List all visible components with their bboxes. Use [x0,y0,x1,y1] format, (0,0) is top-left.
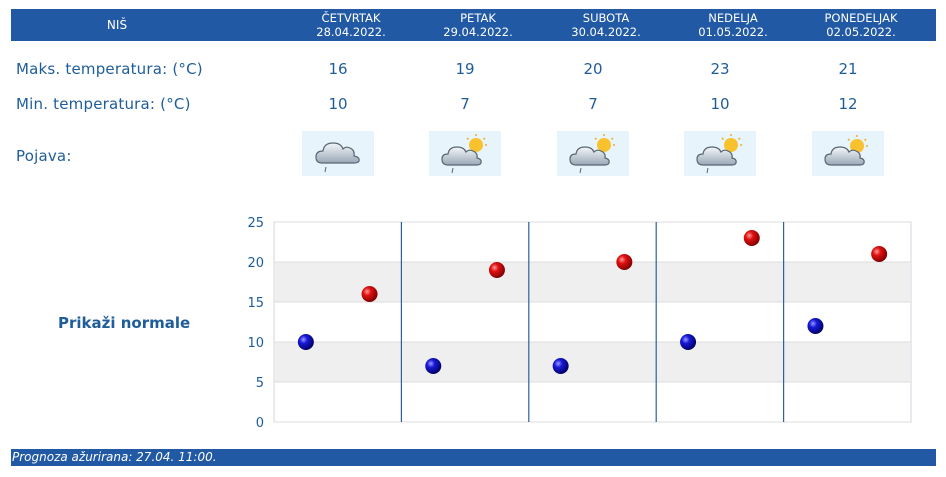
partly-cloudy-rain-icon [684,131,756,176]
day-header-1: ČETVRTAK 28.04.2022. [287,11,415,39]
day-name: NEDELJA [708,11,758,25]
max-temp-value: 23 [710,60,730,78]
min-temp-point [680,334,697,350]
min-temp-label: Min. temperatura: (°C) [16,95,191,113]
day-date: 28.04.2022. [316,25,386,39]
y-tick-label: 20 [247,256,264,271]
day-header-2: PETAK 29.04.2022. [414,11,542,39]
min-temp-point [425,358,442,374]
day-name: SUBOTA [582,11,630,25]
min-temp-value: 10 [710,95,730,113]
update-text: Prognoza ažurirana: 27.04. 11:00. [12,450,217,464]
day-header-3: SUBOTA 30.04.2022. [542,11,670,39]
min-temp-value: 7 [460,95,470,113]
y-tick-label: 15 [247,296,264,311]
min-temp-value: 7 [588,95,598,113]
partly-cloudy-rain-icon [557,131,629,176]
grid-band [275,262,910,302]
min-temp-value: 10 [328,95,348,113]
min-temp-point [552,358,569,374]
max-temp-point [743,230,760,246]
y-tick-label: 25 [247,216,264,231]
day-name: PETAK [460,11,496,25]
temperature-chart: 0 5 10 15 20 25 [247,216,912,431]
max-temp-point [361,286,378,302]
city-name: NIŠ [106,18,128,32]
max-temp-value: 16 [328,60,348,78]
day-name: PONEDELJAK [824,11,898,25]
forecast-header: NIŠ ČETVRTAK 28.04.2022. PETAK 29.04.202… [11,9,936,41]
day-date: 02.05.2022. [826,25,896,39]
max-temp-point [871,246,888,262]
update-footer: Prognoza ažurirana: 27.04. 11:00. [11,449,936,466]
day-date: 01.05.2022. [698,25,768,39]
max-temp-point [488,262,505,278]
max-temp-label: Maks. temperatura: (°C) [16,60,203,78]
max-temp-value: 21 [838,60,858,78]
max-temp-point [616,254,633,270]
plot-area [273,221,912,423]
y-tick-label: 0 [256,416,264,431]
day-date: 29.04.2022. [443,25,513,39]
day-header-5: PONEDELJAK 02.05.2022. [797,11,925,39]
day-date: 30.04.2022. [571,25,641,39]
max-temp-value: 19 [455,60,475,78]
partly-cloudy-rain-icon [429,131,501,176]
day-name: ČETVRTAK [321,11,381,25]
partly-cloudy-icon [812,131,884,176]
min-temp-point [807,318,824,334]
y-tick-label: 10 [247,336,264,351]
show-normals-link[interactable]: Prikaži normale [58,314,191,332]
cloud-rain-icon [302,131,374,176]
phenomenon-label: Pojava: [16,147,72,165]
min-temp-point [297,334,314,350]
day-header-4: NEDELJA 01.05.2022. [669,11,797,39]
y-tick-label: 5 [256,376,264,391]
min-temp-value: 12 [838,95,858,113]
grid-band [275,342,910,382]
max-temp-value: 20 [583,60,603,78]
